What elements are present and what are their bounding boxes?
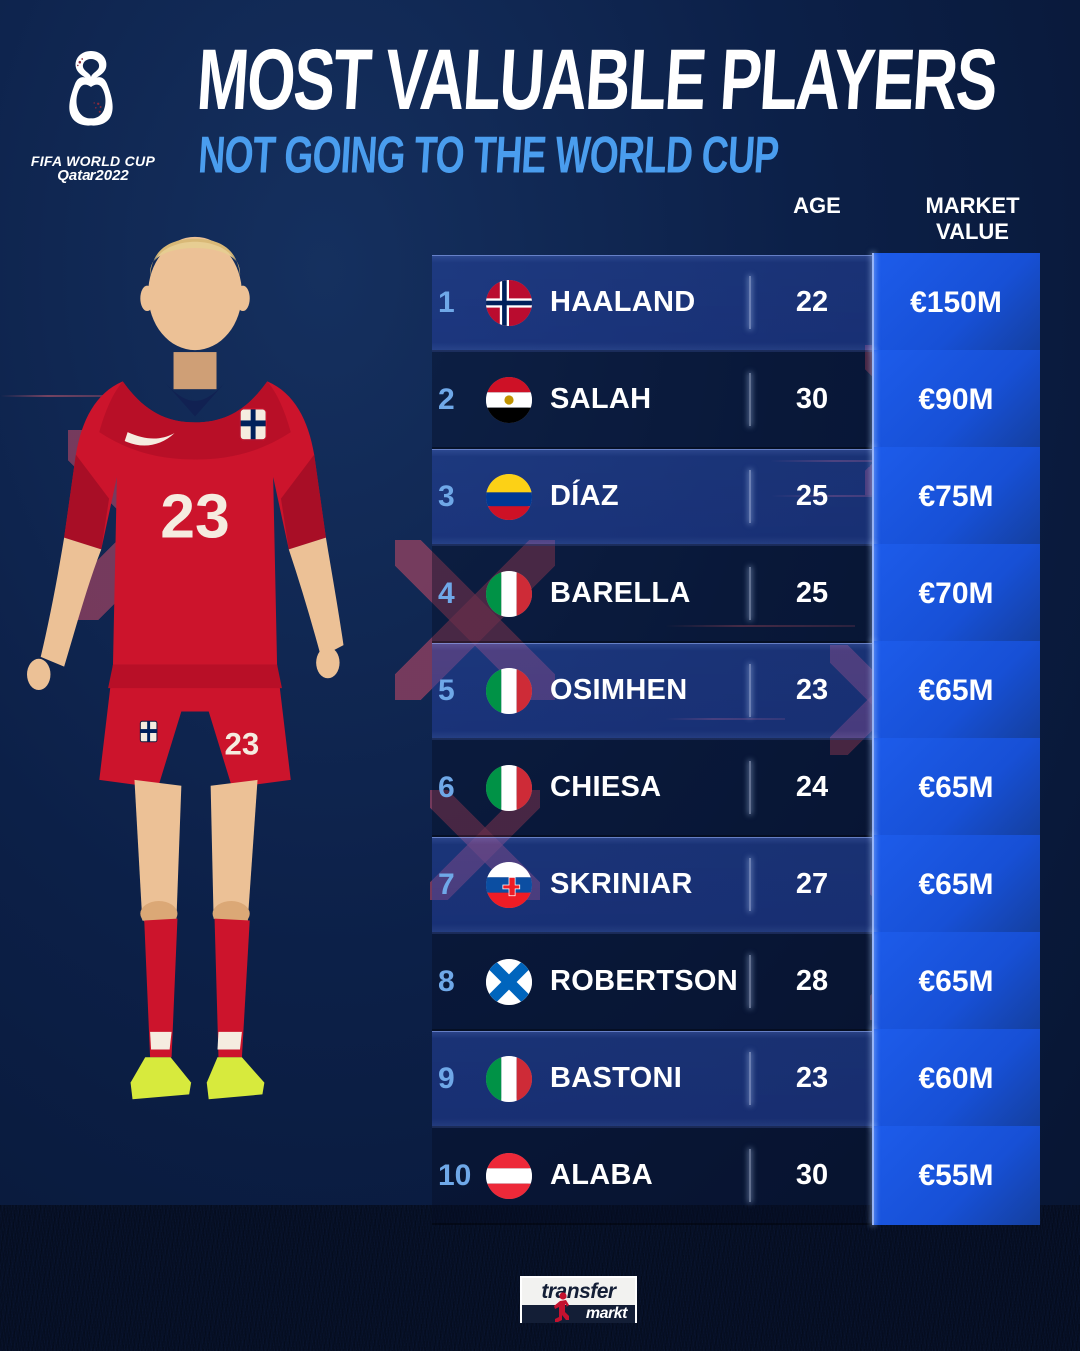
svg-text:23: 23 (160, 482, 230, 552)
svg-text:23: 23 (225, 726, 260, 761)
